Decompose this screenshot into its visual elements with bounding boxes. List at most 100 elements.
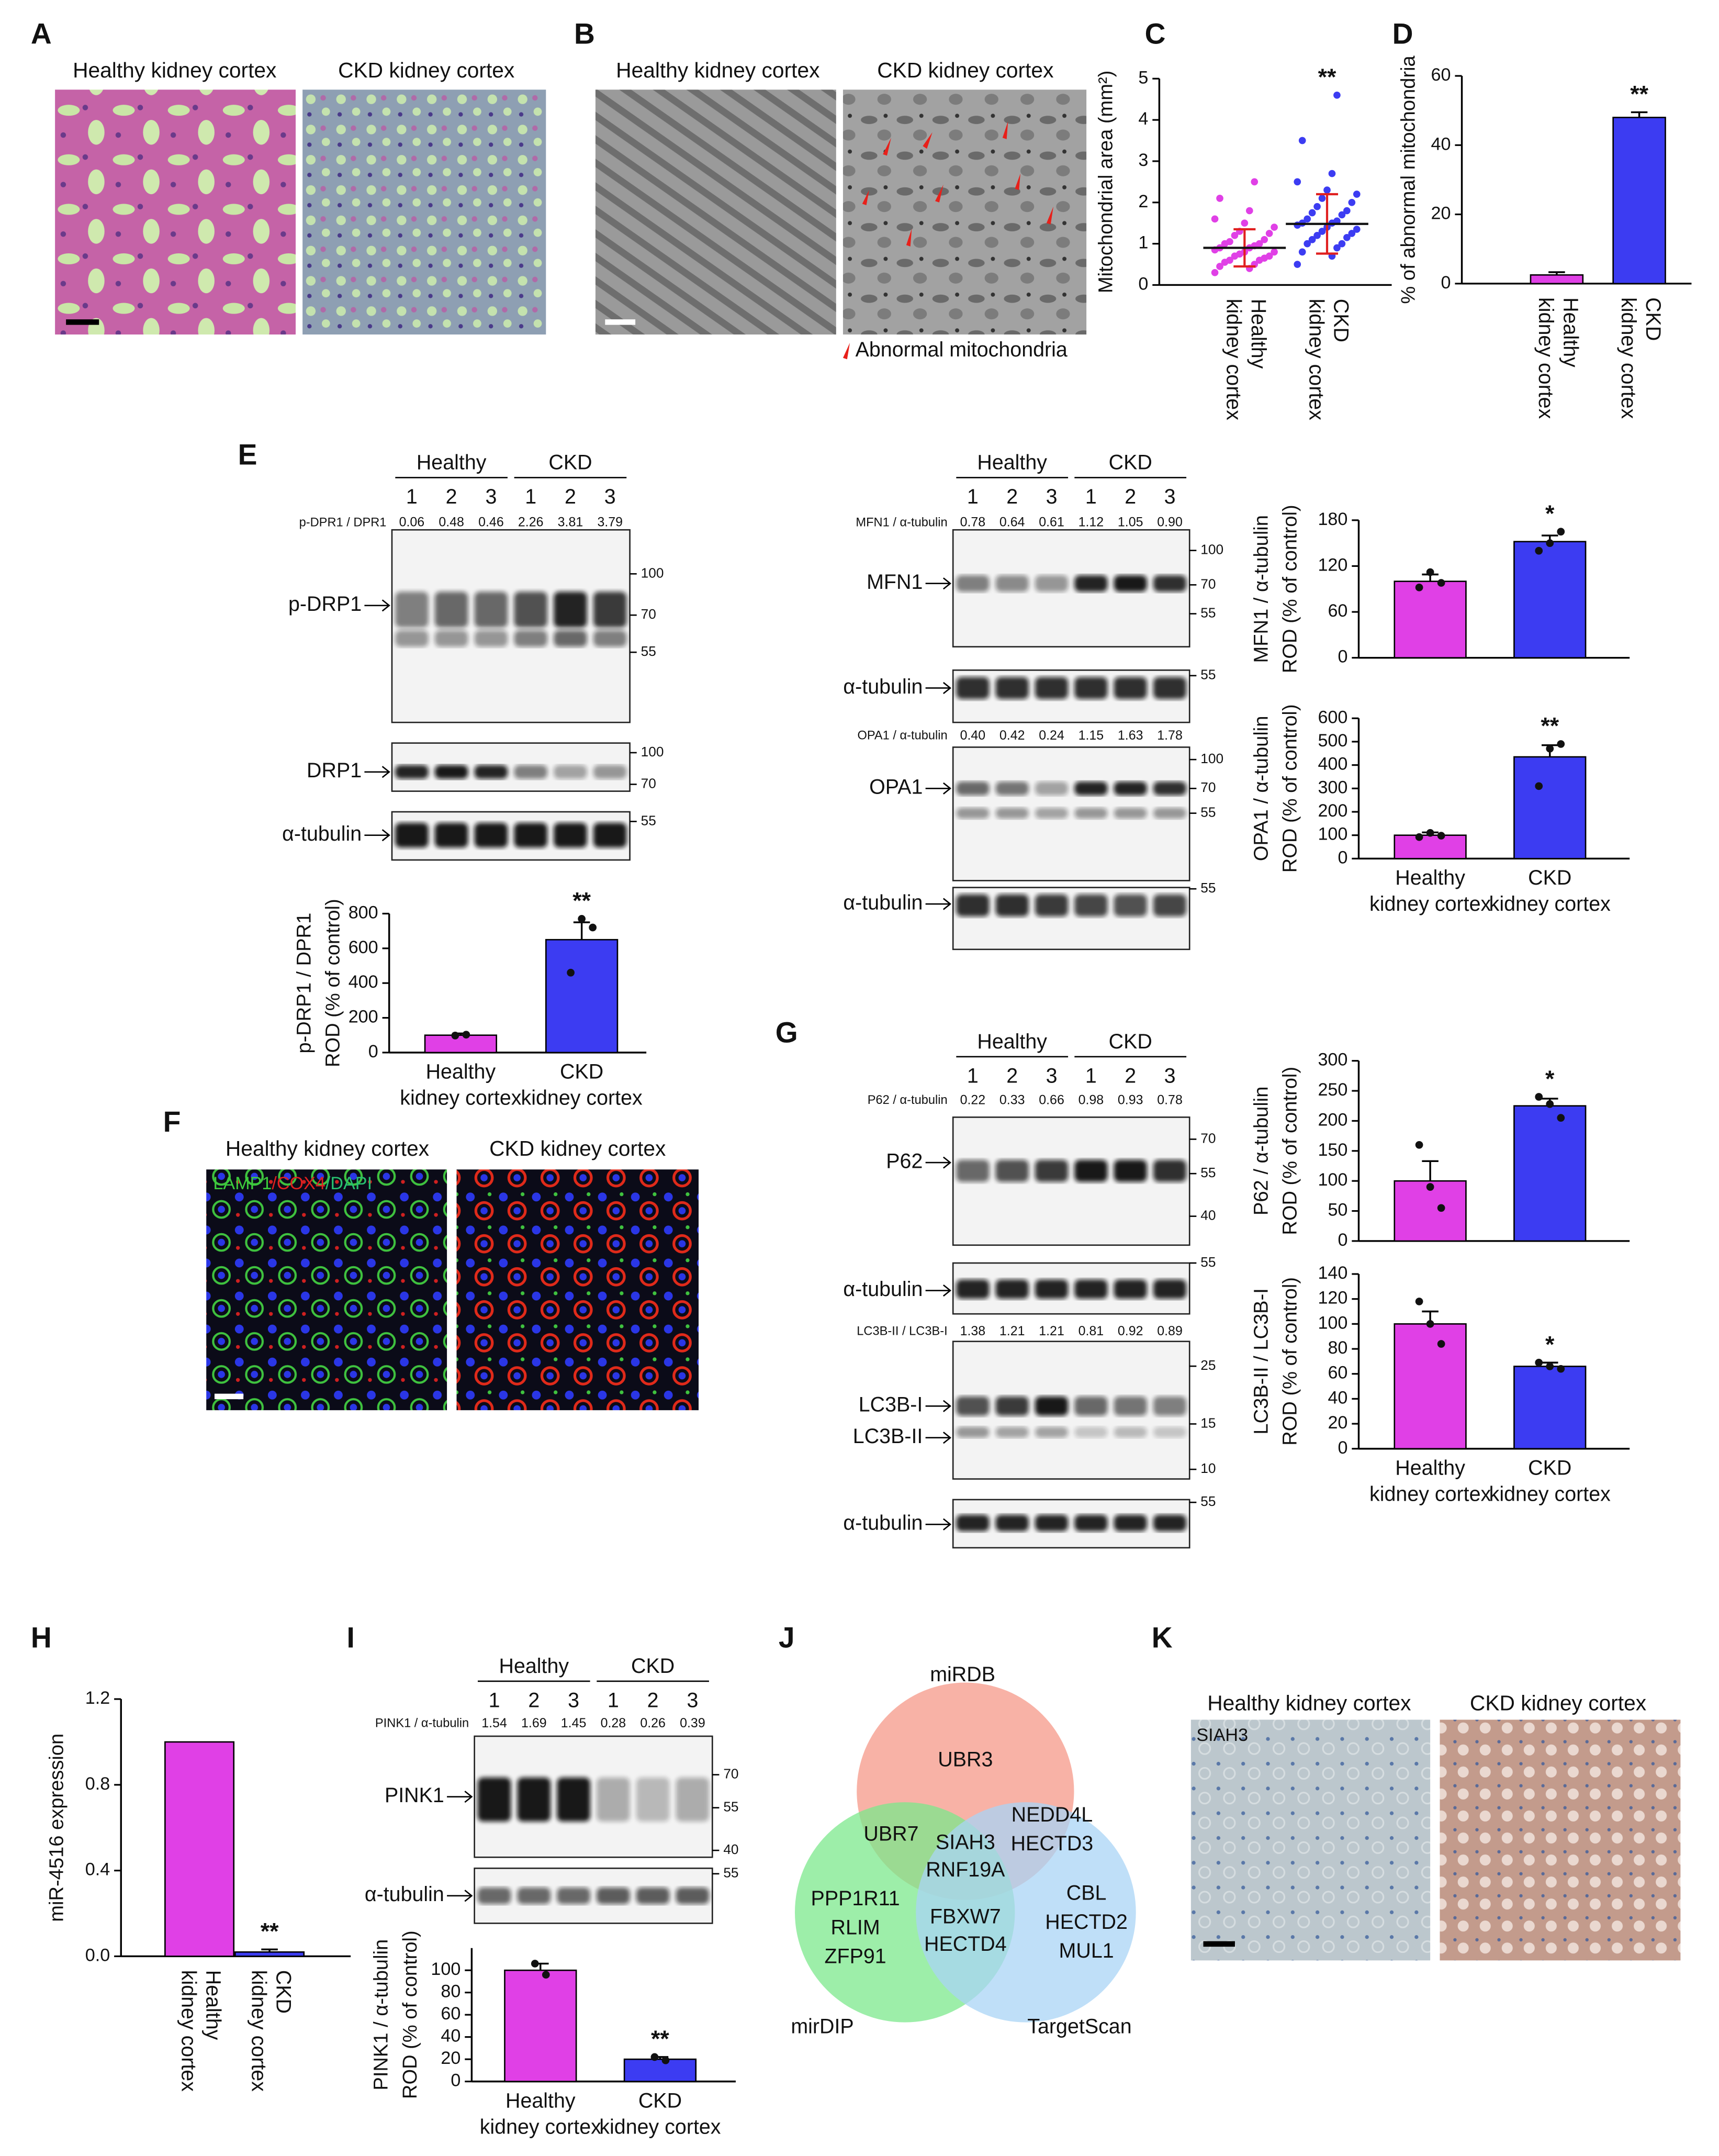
data-point bbox=[1333, 91, 1341, 99]
band bbox=[1114, 1159, 1147, 1182]
x-tick-label: Healthy bbox=[1395, 1457, 1465, 1480]
lane-label: 2 bbox=[647, 1689, 659, 1712]
lane-label: 1 bbox=[489, 1689, 500, 1712]
data-point bbox=[1271, 248, 1278, 256]
marker-label: 100 bbox=[641, 565, 664, 580]
blot-strip bbox=[391, 811, 631, 861]
x-tick-label: CKDkidney cortex bbox=[1305, 299, 1352, 420]
x-tick-label: Healthykidney cortex bbox=[1222, 299, 1269, 420]
ratio-value: 0.24 bbox=[1039, 728, 1064, 743]
marker-label: 55 bbox=[723, 1865, 738, 1881]
y-axis-label-line: MFN1 / α-tubulin bbox=[1251, 515, 1273, 663]
band-label: PINK1 bbox=[385, 1784, 444, 1807]
y-tick-label: 50 bbox=[1328, 1200, 1347, 1220]
x-tick-label: Healthy bbox=[1395, 866, 1465, 889]
y-tick-label: 60 bbox=[1328, 1363, 1347, 1383]
band bbox=[956, 781, 990, 796]
band bbox=[1153, 1279, 1187, 1299]
x-tick-label-line: CKD bbox=[272, 1970, 295, 2014]
data-point bbox=[1216, 195, 1223, 202]
ratio-value: 0.90 bbox=[1157, 515, 1183, 530]
ratio-value: 0.64 bbox=[999, 515, 1025, 530]
data-point bbox=[1265, 230, 1273, 237]
marker-label: 25 bbox=[1200, 1357, 1216, 1373]
data-point bbox=[462, 1031, 470, 1039]
x-tick-label: kidney cortex bbox=[1369, 892, 1491, 915]
y-axis-label: PINK1 / α-tubulin ROD (% of control) bbox=[370, 1930, 421, 2099]
y-tick-label: 0 bbox=[1338, 1230, 1347, 1250]
x-tick-label-line: kidney cortex bbox=[247, 1970, 270, 2092]
blot-strip bbox=[952, 669, 1190, 723]
marker-label: 100 bbox=[641, 744, 664, 759]
band bbox=[1035, 808, 1069, 819]
stain-part: /DAPI bbox=[325, 1174, 372, 1193]
y-axis-label-line: miR-4516 expression bbox=[46, 1734, 68, 1922]
band bbox=[395, 765, 429, 779]
x-tick-label-line: Healthy bbox=[1247, 299, 1270, 369]
panel-letter: G bbox=[776, 1016, 798, 1048]
y-axis-label-line: % of abnormal mitochondria bbox=[1398, 55, 1420, 304]
data-point bbox=[1251, 178, 1259, 186]
image-title: Healthy kidney cortex bbox=[226, 1136, 429, 1160]
marker-label: 55 bbox=[1200, 605, 1216, 620]
y-tick-label: 0 bbox=[1138, 274, 1148, 294]
lane-label: 1 bbox=[406, 485, 418, 508]
data-point bbox=[1255, 240, 1263, 248]
marker-label: 40 bbox=[723, 1841, 738, 1857]
ratio-value: 1.21 bbox=[999, 1324, 1025, 1338]
band-arrowhead bbox=[464, 1791, 473, 1803]
band bbox=[1035, 1396, 1069, 1416]
y-axis-label: OPA1 / α-tubulin ROD (% of control) bbox=[1251, 704, 1301, 873]
y-tick-label: 0.4 bbox=[85, 1860, 110, 1880]
group-label: Healthy bbox=[499, 1655, 569, 1678]
y-tick-label: 150 bbox=[1318, 1140, 1347, 1160]
y-tick-label: 0 bbox=[1441, 273, 1451, 293]
x-tick-label: Healthykidney cortex bbox=[177, 1970, 224, 2092]
band bbox=[1035, 1426, 1069, 1438]
band-label: α-tubulin bbox=[282, 822, 362, 845]
band bbox=[956, 1159, 990, 1182]
band-arrowhead bbox=[381, 829, 390, 842]
ratio-value: 0.46 bbox=[478, 515, 504, 530]
band bbox=[1114, 1396, 1147, 1416]
lane-label: 1 bbox=[1085, 1065, 1097, 1088]
ratio-value: 1.21 bbox=[1039, 1324, 1064, 1338]
bar bbox=[1394, 834, 1467, 859]
image-title: CKD kidney cortex bbox=[489, 1136, 666, 1160]
ratio-value: 0.66 bbox=[1039, 1092, 1064, 1107]
micrograph bbox=[1440, 1719, 1681, 1961]
band bbox=[395, 591, 429, 628]
data-point bbox=[1437, 832, 1445, 840]
ratio-value: 0.22 bbox=[960, 1092, 986, 1107]
ratio-value: 1.63 bbox=[1118, 728, 1143, 743]
ratio-value: 0.61 bbox=[1039, 515, 1064, 530]
marker-label: 70 bbox=[1200, 779, 1216, 795]
data-point bbox=[1298, 137, 1306, 144]
x-tick-label: CKD bbox=[560, 1060, 603, 1083]
x-tick-label: CKD bbox=[1528, 866, 1571, 889]
lane-label: 3 bbox=[485, 485, 497, 508]
band bbox=[956, 894, 990, 917]
bar bbox=[1513, 541, 1587, 658]
data-point bbox=[1426, 1183, 1434, 1191]
y-tick-label: 60 bbox=[441, 2004, 460, 2024]
micrograph bbox=[842, 90, 1087, 335]
band bbox=[1035, 677, 1069, 699]
y-axis-label-line: p-DRP1 / DPR1 bbox=[293, 913, 315, 1054]
data-point bbox=[1557, 1114, 1565, 1122]
venn-gene: NEDD4L bbox=[1012, 1803, 1093, 1826]
band bbox=[474, 823, 508, 848]
band bbox=[593, 765, 627, 779]
data-point bbox=[1265, 252, 1273, 260]
venn-gene: HECTD3 bbox=[1011, 1832, 1094, 1855]
band bbox=[474, 591, 508, 628]
data-point bbox=[1338, 211, 1346, 219]
bar bbox=[623, 2058, 697, 2082]
band-label: LC3B-I bbox=[859, 1393, 923, 1416]
ratio-label: p-DPR1 / DPR1 bbox=[299, 516, 387, 529]
data-point bbox=[1546, 539, 1554, 548]
data-point bbox=[1308, 209, 1316, 217]
data-point bbox=[1415, 1298, 1423, 1305]
data-point bbox=[542, 1971, 550, 1979]
y-axis-label-line: OPA1 / α-tubulin bbox=[1251, 716, 1273, 862]
